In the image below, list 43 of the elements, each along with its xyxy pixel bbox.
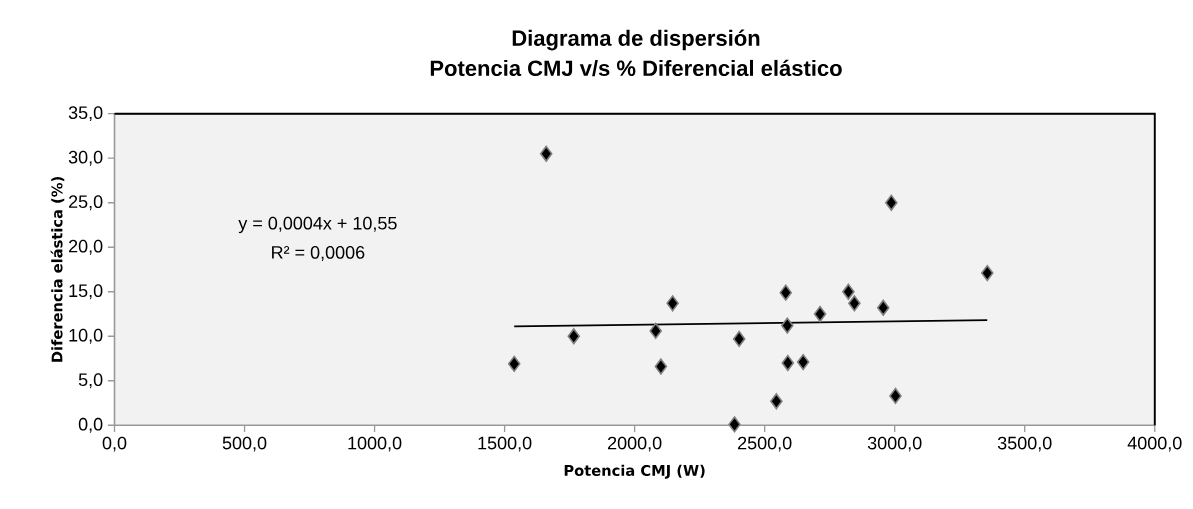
y-tick-label: 25,0 <box>69 195 103 211</box>
point <box>666 295 679 312</box>
y-tick-label: 5,0 <box>78 373 103 389</box>
point <box>876 299 890 316</box>
x-tick-label: 500,0 <box>222 436 267 452</box>
point <box>567 328 581 345</box>
x-tick-label: 3000,0 <box>867 436 922 452</box>
x-tick-label: 2000,0 <box>608 436 662 452</box>
x-tick-label: 1500,0 <box>478 436 532 452</box>
x-tick-label: 4000,0 <box>1127 436 1182 452</box>
chart-title: Diagrama de dispersión <box>512 29 760 51</box>
x-tick-label: 0,0 <box>102 436 127 452</box>
point <box>654 358 668 375</box>
chart-subtitle: Potencia CMJ v/s % Diferencial elástico <box>430 59 842 77</box>
point <box>980 264 994 282</box>
point <box>796 353 810 371</box>
annotation: R² = 0,0006 <box>272 246 365 261</box>
point <box>885 194 898 211</box>
point <box>813 305 827 323</box>
point <box>842 283 855 300</box>
y-tick-label: 10,0 <box>69 328 103 344</box>
point <box>649 322 662 340</box>
point <box>732 330 746 348</box>
x-tick-label: 3500,0 <box>997 436 1052 452</box>
y-tick-label: 30,0 <box>68 150 103 166</box>
y-tick-label: 20,0 <box>69 239 103 255</box>
point <box>848 295 861 312</box>
point <box>889 387 902 405</box>
point <box>728 416 741 433</box>
annotation: y = 0,0004x + 10,55 <box>238 216 397 234</box>
point <box>781 354 795 372</box>
point <box>539 145 553 162</box>
x-tick-label: 2500,0 <box>738 436 792 452</box>
y-tick-label: 35,0 <box>68 106 103 122</box>
point <box>770 393 783 410</box>
x-axis-title: Potencia CMJ (W) <box>564 464 705 479</box>
y-axis-title: Diferencia elástica (%) <box>50 177 65 362</box>
y-tick-label: 15,0 <box>69 284 103 300</box>
point <box>507 355 521 372</box>
x-tick-label: 1000,0 <box>348 436 402 452</box>
point <box>780 317 794 334</box>
point <box>779 284 793 301</box>
y-tick-label: 0,0 <box>78 417 103 433</box>
